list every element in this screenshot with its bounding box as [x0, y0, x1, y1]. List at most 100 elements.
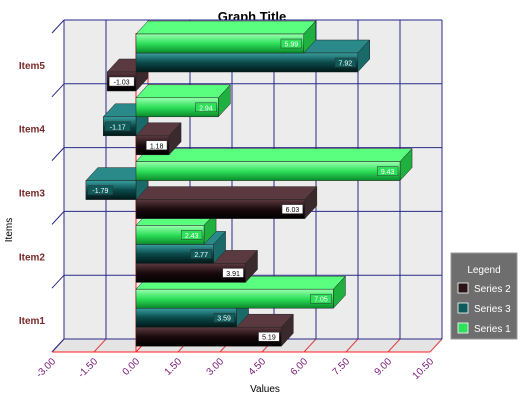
data-label: 5.19 — [258, 331, 280, 342]
category-label: Item1 — [19, 316, 46, 327]
data-label-text: 5.99 — [285, 42, 299, 49]
grid-line-floor — [345, 338, 359, 353]
data-label-box — [108, 76, 135, 87]
bar-top-face — [135, 186, 318, 200]
data-label-box — [190, 249, 212, 259]
data-label-text: 9.43 — [381, 169, 395, 176]
bar-top-face — [135, 148, 413, 162]
x-tick-label: 7.50 — [331, 356, 353, 378]
data-label-box — [280, 38, 302, 49]
grid-line-left-wall — [51, 83, 65, 98]
x-tick-label: 4.50 — [247, 356, 269, 378]
data-label-text: -1.79 — [92, 188, 108, 195]
category-label: Item2 — [19, 252, 46, 263]
legend-title: Legend — [467, 265, 500, 276]
data-label-text: 5.19 — [262, 335, 276, 342]
bar-front-face — [135, 288, 334, 309]
bar-front-face — [135, 33, 304, 54]
data-label-text: 2.94 — [199, 105, 213, 112]
bar — [135, 185, 318, 220]
data-label: 2.77 — [190, 249, 212, 259]
y-axis-label: Items — [4, 218, 15, 242]
data-label-box — [258, 331, 280, 342]
grid-line-left-wall — [51, 274, 65, 289]
bar-top-face — [135, 84, 231, 99]
legend-item: Series 1 — [457, 322, 511, 335]
legend: Legend Series 2 Series 3 Series 1 — [450, 252, 518, 340]
data-label: 9.43 — [376, 166, 399, 176]
bar — [135, 20, 317, 54]
bar-front-face — [135, 199, 306, 219]
data-labels: 5.19 3.59 7.05 3.91 2.77 2.43 6.03 -1.79 9.43 1.1… — [87, 38, 399, 342]
x-tick-labels: -3.00 -1.50 0.00 1.50 3.00 4.50 6.00 7.50 9.00 10… — [34, 356, 436, 382]
x-tick-label: 10.50 — [411, 356, 437, 382]
bar-front-face — [135, 161, 401, 181]
data-label: 7.92 — [334, 57, 357, 68]
legend-swatch — [457, 322, 469, 334]
data-label-box — [222, 268, 244, 278]
data-label: 1.18 — [145, 140, 168, 151]
data-label-text: 7.92 — [339, 61, 353, 68]
data-label: 5.99 — [280, 38, 302, 49]
legend-swatch — [457, 302, 469, 314]
grid-line-floor — [93, 338, 107, 353]
x-tick-label: 6.00 — [289, 356, 311, 378]
data-label: 2.94 — [195, 102, 217, 113]
bar — [135, 147, 413, 182]
x-tick-label: 3.00 — [205, 356, 227, 378]
legend-swatch — [457, 282, 469, 294]
legend-item: Series 3 — [457, 302, 511, 315]
bar-front-face — [135, 52, 359, 73]
data-label-text: 3.59 — [217, 316, 231, 323]
x-tick-label: -3.00 — [34, 356, 58, 380]
data-label-box — [213, 312, 235, 323]
grid-line-floor — [387, 338, 401, 353]
legend-label: Series 1 — [474, 324, 511, 335]
data-label-box — [334, 57, 357, 68]
data-label-box — [87, 185, 114, 195]
data-label-box — [376, 166, 399, 176]
data-label: -1.79 — [87, 185, 114, 195]
data-label-text: 2.43 — [185, 233, 199, 240]
bar-top-face — [135, 20, 317, 35]
data-label-box — [145, 140, 168, 151]
grid-line-floor — [429, 338, 443, 353]
category-label: Item4 — [19, 125, 46, 136]
data-label-text: 1.18 — [150, 143, 164, 150]
data-label-box — [281, 204, 304, 214]
data-label-box — [195, 102, 217, 113]
data-label: 7.05 — [310, 293, 332, 304]
data-label: -1.17 — [104, 121, 131, 132]
grid-line-left-wall — [51, 338, 65, 353]
data-label-box — [310, 293, 332, 304]
x-tick-label: -1.50 — [76, 356, 100, 380]
data-label-text: 6.03 — [286, 207, 300, 214]
category-labels: Item1 Item2 Item3 Item4 Item5 — [19, 61, 46, 327]
legend-label: Series 3 — [474, 304, 511, 315]
data-label-text: 3.91 — [226, 271, 240, 278]
legend-item: Series 2 — [457, 282, 511, 295]
data-label: 6.03 — [281, 204, 304, 214]
x-tick-label: 9.00 — [373, 356, 395, 378]
data-label: 2.43 — [180, 230, 203, 240]
grid-line-left-wall — [51, 147, 65, 161]
data-label: 3.91 — [222, 268, 244, 278]
grid-line-floor — [303, 338, 317, 353]
category-label: Item3 — [19, 189, 46, 200]
data-label: -1.03 — [108, 76, 135, 87]
x-axis-label: Values — [250, 384, 280, 395]
legend-label: Series 2 — [474, 284, 511, 295]
x-tick-label: 1.50 — [163, 356, 185, 378]
data-label-text: -1.03 — [114, 80, 130, 87]
data-label: 3.59 — [213, 312, 235, 323]
data-label-text: 2.77 — [194, 252, 208, 259]
data-label-box — [180, 230, 203, 240]
category-label: Item5 — [19, 61, 46, 72]
grid-line-left-wall — [51, 19, 65, 34]
data-label-box — [104, 121, 131, 132]
data-label-text: 7.05 — [314, 297, 328, 304]
grid-line-left-wall — [51, 211, 65, 225]
data-label-text: -1.17 — [110, 124, 126, 131]
x-tick-label: 0.00 — [121, 356, 143, 378]
